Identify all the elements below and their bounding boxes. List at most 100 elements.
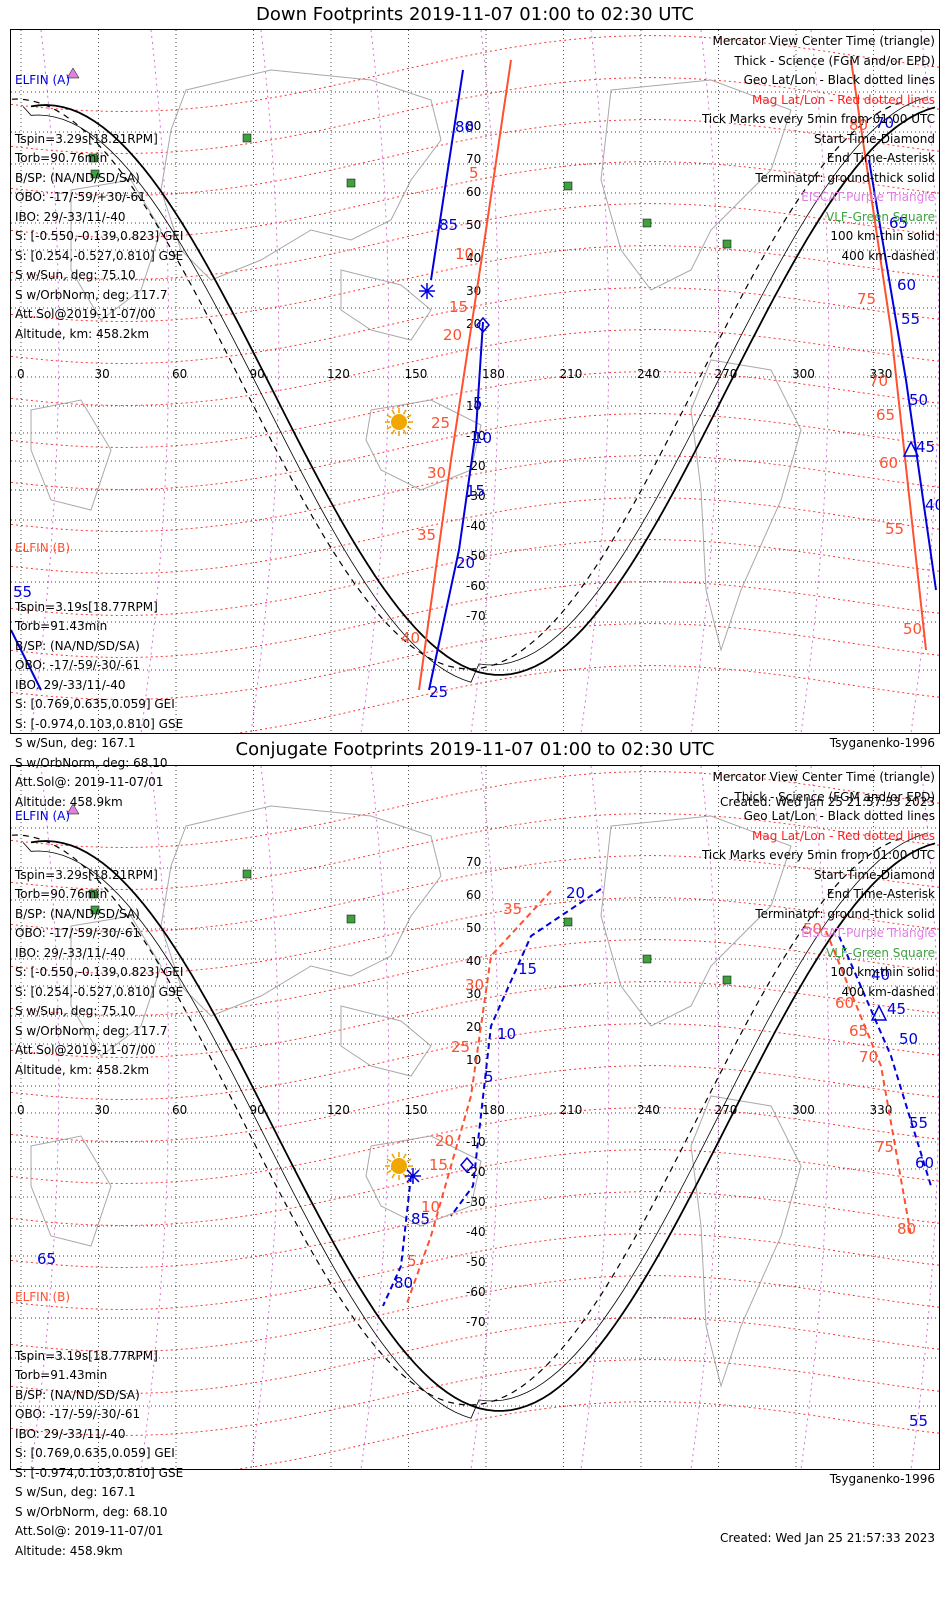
lat-label: -30 xyxy=(466,489,486,503)
track-a-tick-label: 70 xyxy=(875,114,894,132)
sat-b-line: Tspin=3.19s[18.77RPM] xyxy=(15,599,158,614)
coastline xyxy=(365,399,482,491)
map-down-footprints[interactable]: 0306090120150180210240270300330360807060… xyxy=(10,29,940,809)
terminator-400km xyxy=(11,98,906,670)
mag-parallel xyxy=(11,329,939,406)
legend-item: VLF-Green Square xyxy=(826,945,935,960)
legend-item: Start Time-Diamond xyxy=(813,867,935,882)
sat-b-line: S w/OrbNorm, deg: 68.10 xyxy=(15,1504,168,1519)
track-b-tick-label: 65 xyxy=(849,1022,868,1040)
track-a-east-dashed xyxy=(838,935,932,1187)
vlf-station-square xyxy=(90,169,100,179)
track-a-tick-label: 55 xyxy=(909,1412,928,1430)
sat-b-line: B/SP: (NA/ND/SD/SA) xyxy=(15,638,140,653)
sat-b-line: IBO: 29/-33/11/-40 xyxy=(15,677,126,692)
sun-ray xyxy=(386,1169,392,1174)
vlf-station-square xyxy=(88,889,98,899)
lon-tick-label: 120 xyxy=(327,1103,350,1117)
track-b-tick-label: 70 xyxy=(859,1048,878,1066)
sun-ray xyxy=(402,429,407,435)
legend-item: 400 km-dashed xyxy=(841,984,935,999)
lat-label: 20 xyxy=(466,317,481,331)
legend-item: 100 km-thin solid xyxy=(830,965,935,979)
legend-item: Thick - Science (FGM and/or EPD) xyxy=(734,789,935,804)
legend-item: Mercator View Center Time (triangle) xyxy=(712,34,935,48)
legend-item: Mag Lat/Lon - Red dotted lines xyxy=(751,828,935,843)
sat-b-line: S: [0.769,0.635,0.059] GEI xyxy=(15,697,175,711)
sat-b-line: IBO: 29/-33/11/-40 xyxy=(15,1426,126,1441)
lat-label: -50 xyxy=(466,549,486,563)
mag-parallel xyxy=(11,939,939,1016)
sat-b-line: S w/OrbNorm, deg: 68.10 xyxy=(15,755,168,770)
track-a-tick-label: 55 xyxy=(13,583,32,601)
lon-tick-label: 90 xyxy=(250,1103,265,1117)
coastline xyxy=(600,815,792,1027)
mag-parallel xyxy=(11,981,939,1058)
sat-b-line: S w/Sun, deg: 167.1 xyxy=(15,736,136,750)
lon-tick-label: 120 xyxy=(327,367,350,381)
legend-item: Mercator View Center Time (triangle) xyxy=(712,770,935,784)
track-b-tick-label: 10 xyxy=(455,245,474,263)
sat-b-line: Altitude: 458.9km xyxy=(15,1543,123,1558)
lat-label: -50 xyxy=(466,1255,486,1269)
lon-tick-label: 270 xyxy=(715,1103,738,1117)
lon-tick-label: 30 xyxy=(95,1103,110,1117)
lon-tick-label: 0 xyxy=(17,367,25,381)
mag-parallel xyxy=(11,581,939,658)
track-a-tick-label: 45 xyxy=(916,438,935,456)
vlf-station-square xyxy=(642,218,652,228)
track-b-tick-label: 10 xyxy=(421,1198,440,1216)
sat-b-name: ELFIN (B) xyxy=(15,1290,71,1304)
map-conjugate-footprints[interactable]: 0306090120150180210240270300330360706050… xyxy=(10,765,940,1558)
sat-b-name: ELFIN (B) xyxy=(15,541,71,555)
sat-a-line: S w/Sun, deg: 75.10 xyxy=(15,268,136,282)
track-b-tick-label: 80 xyxy=(849,116,868,134)
lat-label: 30 xyxy=(466,284,481,298)
sat-b-line: Torb=91.43min xyxy=(15,619,108,633)
sat-a-lines: Tspin=3.29s[18.21RPM] Torb=90.76min B/SP: … xyxy=(15,130,183,345)
sat-a-line: S: [-0.550,-0.139,0.823] GEI xyxy=(15,965,184,979)
sat-b-info: ELFIN (B) Tspin=3.19s[18.77RPM] Torb=91.4… xyxy=(15,500,183,851)
mag-parallel xyxy=(11,497,939,574)
track-b-tick-label: 75 xyxy=(857,290,876,308)
sat-b-line: S: [-0.974,0.103,0.810] GSE xyxy=(15,716,184,731)
sat-a-line: Altitude, km: 458.2km xyxy=(15,1062,150,1077)
lon-tick-label: 210 xyxy=(560,367,583,381)
sat-a-line: Att.Sol@2019-11-07/00 xyxy=(15,1043,156,1057)
coastline xyxy=(340,1005,432,1077)
track-b-tick-label: 25 xyxy=(451,1038,470,1056)
track-a-tick-label: 60 xyxy=(915,1154,934,1172)
vlf-station-square xyxy=(563,917,573,927)
sat-a-line: Torb=90.76min xyxy=(15,887,108,901)
vlf-station-square xyxy=(242,133,252,143)
track-b-tick-label: 20 xyxy=(435,1132,454,1150)
track-a-dashed xyxy=(450,888,602,1217)
eiscat-triangle xyxy=(66,67,80,79)
lat-label: 60 xyxy=(466,185,481,199)
sun-ray xyxy=(406,1158,412,1163)
model-name: Tsyganenko-1996 xyxy=(829,736,935,750)
track-a-tick-label: 65 xyxy=(889,214,908,232)
track-a-tick-label: 55 xyxy=(909,1114,928,1132)
mag-parallel xyxy=(11,897,939,974)
sat-a-line: S w/Sun, deg: 75.10 xyxy=(15,1004,136,1018)
vlf-station-square xyxy=(242,869,252,879)
model-name: Tsyganenko-1996 xyxy=(829,1472,935,1486)
lon-tick-label: 150 xyxy=(405,367,428,381)
lon-tick-label: 270 xyxy=(715,367,738,381)
sat-a-line: Torb=90.76min xyxy=(15,151,108,165)
track-b-tick-label: 50 xyxy=(803,920,822,938)
track-a-tick-label: 5 xyxy=(484,1068,494,1086)
lon-tick-label: 330 xyxy=(870,367,893,381)
track-a-tick-label: 5 xyxy=(473,394,483,412)
track-b-tick-label: 60 xyxy=(835,994,854,1012)
coastline xyxy=(160,69,442,281)
sun-ray xyxy=(391,429,396,435)
track-b-tick-label: 50 xyxy=(903,620,922,638)
track-b-tick-label: 5 xyxy=(469,164,479,182)
track-a-tick-label: 50 xyxy=(899,1030,918,1048)
center-triangle xyxy=(902,440,920,457)
coastline xyxy=(160,805,442,1017)
sat-a-line: OBO: -17/-59/+30/-61 xyxy=(15,190,146,204)
lon-tick-label: 180 xyxy=(482,367,505,381)
